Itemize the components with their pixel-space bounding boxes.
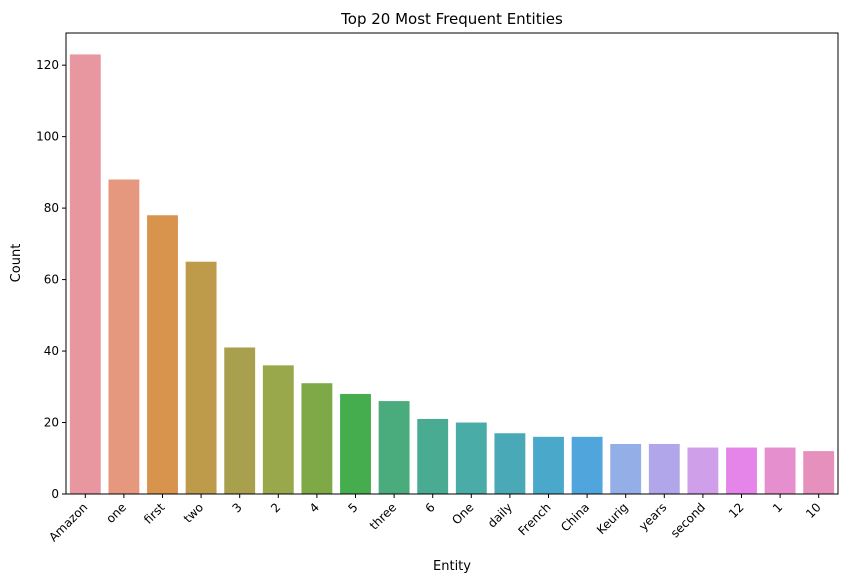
x-tick-label: three (367, 500, 399, 532)
bar-2 (262, 365, 294, 494)
y-tick-label: 100 (36, 130, 59, 144)
y-tick-label: 120 (36, 58, 59, 72)
y-tick-label: 60 (44, 273, 59, 287)
x-tick-label: 6 (423, 500, 438, 515)
x-tick-label: two (181, 500, 206, 525)
bar-One (455, 422, 487, 494)
bar-3 (224, 347, 256, 494)
y-tick-label: 0 (51, 487, 59, 501)
bar-daily (494, 433, 526, 494)
bar-years (648, 443, 680, 494)
bar-first (147, 215, 178, 495)
y-tick-label: 80 (44, 201, 59, 215)
x-axis-label: Entity (433, 559, 471, 574)
x-tick-label: 10 (803, 500, 824, 521)
x-tick-label: first (141, 500, 168, 527)
x-tick-label: second (668, 500, 708, 540)
x-tick-label: China (558, 500, 592, 534)
plot-frame (65, 32, 839, 495)
x-tick-label: 4 (307, 500, 322, 515)
x-tick-label: One (449, 500, 476, 527)
x-tick-label: one (103, 500, 129, 526)
bar-5 (340, 393, 371, 494)
bar-6 (417, 418, 449, 494)
y-axis: 0 20 40 60 80 100 120 (36, 58, 66, 501)
bar-French (533, 436, 564, 494)
bar-second (687, 447, 719, 494)
x-tick-label: daily (485, 500, 515, 530)
bar-Amazon (69, 54, 101, 494)
x-tick-label: 12 (726, 500, 747, 521)
bar-three (378, 401, 410, 494)
bar-10 (803, 451, 835, 494)
x-tick-label: 3 (230, 500, 245, 515)
y-tick-label: 20 (44, 416, 59, 430)
bars-group (69, 54, 835, 495)
x-tick-label: years (636, 500, 669, 533)
bar-one (108, 179, 140, 494)
bar-two (185, 261, 217, 494)
y-axis-label: Count (9, 244, 24, 283)
y-tick-label: 40 (44, 344, 59, 358)
bar-Keurig (610, 443, 642, 494)
bar-4 (301, 383, 333, 494)
bar-1 (764, 447, 796, 494)
x-tick-label: 2 (268, 500, 283, 515)
x-tick-label: 1 (770, 500, 785, 515)
x-tick-label: Keurig (594, 500, 631, 537)
x-axis: Amazon one first two 3 2 4 5 three 6 One daily Frenc… (46, 494, 824, 544)
x-tick-label: French (516, 500, 554, 538)
bar-China (571, 436, 603, 494)
chart-title: Top 20 Most Frequent Entities (340, 10, 563, 28)
x-tick-label: Amazon (46, 500, 90, 544)
x-tick-label: 5 (345, 500, 360, 515)
bar-12 (726, 447, 757, 494)
